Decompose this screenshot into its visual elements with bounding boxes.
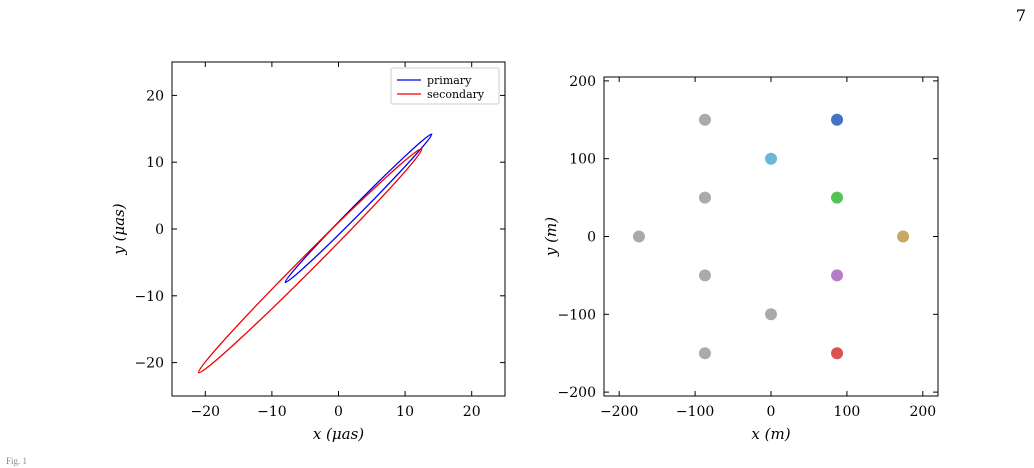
scatter-point <box>698 269 711 282</box>
scatter-point <box>698 347 711 360</box>
scatter-point <box>765 308 777 321</box>
y-tick-label: 200 <box>569 74 596 90</box>
orbit-plot-panel: −20 −10 0 10 20 −20 −10 0 10 20 x (μas) y (μas) prim… <box>110 61 506 443</box>
y-tick-label: 10 <box>146 155 164 171</box>
x-tick-label: 200 <box>909 404 936 420</box>
legend-label-secondary: secondary <box>427 88 485 101</box>
x-axis-label: x (m) <box>751 425 790 443</box>
series-secondary <box>197 148 423 374</box>
scatter-point <box>831 113 844 126</box>
x-tick-label: −200 <box>600 404 638 420</box>
x-tick-label: 100 <box>834 404 861 420</box>
x-tick-label: 0 <box>767 404 776 420</box>
y-tick-label: −100 <box>558 307 596 323</box>
x-tick-label: −100 <box>676 404 714 420</box>
scatter-point <box>698 113 711 126</box>
scatter-point <box>765 152 777 165</box>
y-axis-label: y (μas) <box>110 203 128 255</box>
y-tick-label: −10 <box>134 289 164 305</box>
x-tick-label: 10 <box>396 404 414 420</box>
page-number: 7 <box>1015 6 1026 25</box>
legend-box <box>390 67 500 105</box>
y-tick-label: 0 <box>587 230 596 246</box>
y-tick-label: −20 <box>134 356 164 372</box>
legend-label-primary: primary <box>427 74 472 87</box>
y-axis-label: y (m) <box>542 217 560 257</box>
y-tick-label: 100 <box>569 152 596 168</box>
scatter-point <box>897 230 910 243</box>
x-tick-label: 20 <box>463 404 481 420</box>
plot-frame <box>603 76 939 397</box>
y-tick-label: 20 <box>146 88 164 104</box>
scatter-point <box>831 347 844 360</box>
y-tick-label: 0 <box>155 222 164 238</box>
x-tick-label: −20 <box>191 404 221 420</box>
figure-caption: Fig. 1 <box>6 456 28 466</box>
antenna-layout-panel: −200 −100 0 100 200 −200 −100 0 100 200 x (m) y (m) <box>542 74 939 443</box>
scatter-point <box>831 191 844 204</box>
x-tick-label: 0 <box>334 404 343 420</box>
plot-frame <box>171 61 506 397</box>
scatter-point <box>831 269 844 282</box>
x-tick-label: −10 <box>257 404 287 420</box>
series-primary <box>284 133 433 284</box>
scatter-point <box>698 191 711 204</box>
scatter-point <box>632 230 645 243</box>
y-tick-label: −200 <box>558 385 596 401</box>
x-axis-label: x (μas) <box>313 425 364 443</box>
